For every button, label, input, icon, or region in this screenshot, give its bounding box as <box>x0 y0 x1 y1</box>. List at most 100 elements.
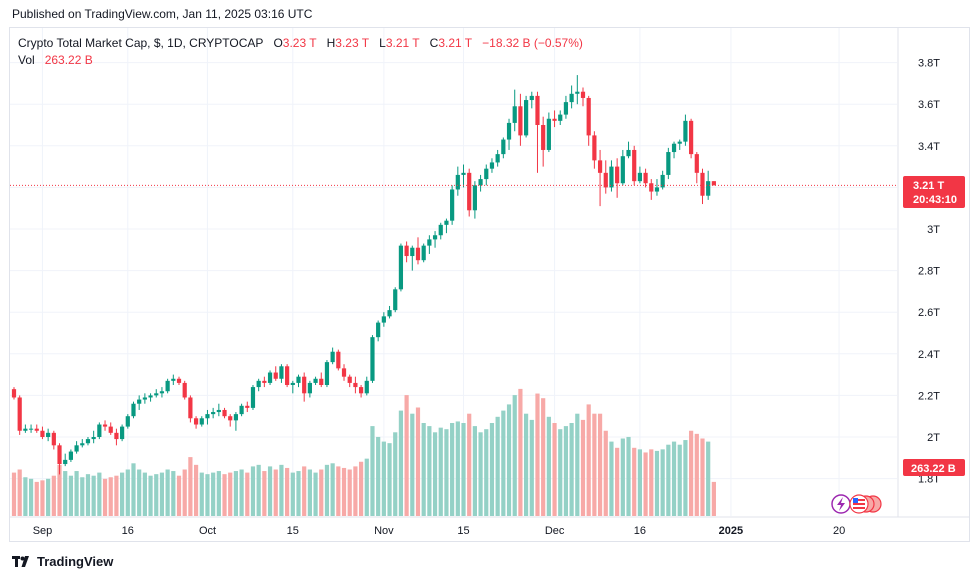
volume-bar <box>381 441 386 516</box>
candle-body <box>28 428 34 430</box>
candle-body <box>23 428 28 431</box>
candle-body <box>654 187 660 192</box>
volume-bar <box>176 475 182 516</box>
candle-body <box>233 414 239 421</box>
volume-bar <box>182 469 187 516</box>
volume-bar <box>296 471 301 516</box>
time-axis[interactable]: Sep 16 Oct 15 Nov 15 Dec 16 2025 20 <box>33 525 846 537</box>
candle-body <box>615 166 620 184</box>
footer-brand[interactable]: TradingView <box>12 554 113 569</box>
volume-label: Vol <box>18 53 35 67</box>
time-tick-label: 15 <box>287 525 299 537</box>
candle-body <box>694 154 699 173</box>
volume-series <box>11 388 716 516</box>
candle-body <box>222 409 227 417</box>
candle-body <box>188 397 193 419</box>
candle-body <box>137 399 142 404</box>
candle-body <box>421 245 426 261</box>
flag-stripe <box>853 503 865 505</box>
legend-volume[interactable]: Vol 263.22 B <box>18 53 93 67</box>
volume-bar <box>63 471 68 516</box>
volume-bar <box>57 464 62 516</box>
volume-bar <box>506 404 512 516</box>
price-tick-label: 1.8T <box>918 474 940 486</box>
candle-body <box>489 162 495 169</box>
time-tick-label: 2025 <box>719 525 743 537</box>
candle-body <box>495 154 500 163</box>
volume-bar <box>319 469 324 516</box>
volume-bar <box>68 475 73 516</box>
candle-body <box>689 120 694 155</box>
candle-body <box>666 152 671 175</box>
candle-body <box>176 378 182 383</box>
volume-bar <box>706 441 711 516</box>
volume-bar <box>205 474 210 516</box>
candle-body <box>427 239 432 246</box>
volume-bar <box>85 474 91 516</box>
volume-bar <box>649 449 654 516</box>
price-tick-label: 3.6T <box>918 99 940 111</box>
volume-bar <box>404 395 409 516</box>
volume-bar <box>216 471 221 516</box>
flag-stripe <box>853 499 865 501</box>
candle-body <box>700 172 705 196</box>
candle-body <box>569 93 574 103</box>
volume-bar <box>489 423 495 516</box>
price-series <box>11 75 716 475</box>
event-markers[interactable] <box>831 494 882 514</box>
candle-body <box>148 395 153 398</box>
volume-bar <box>290 472 295 516</box>
candle-body <box>643 172 648 184</box>
volume-bar <box>313 472 318 516</box>
volume-bar <box>307 469 312 516</box>
candle-body <box>649 183 654 192</box>
candle-body <box>432 235 438 240</box>
legend-ohlc[interactable]: Crypto Total Market Cap, $, 1D, CRYPTOCA… <box>18 36 583 50</box>
candle-body <box>512 106 517 123</box>
candle-body <box>393 289 398 311</box>
volume-bar <box>108 477 113 516</box>
price-tick-label: 2.8T <box>918 266 940 278</box>
candle-body <box>381 316 386 323</box>
candle-body <box>620 156 625 184</box>
volume-bar <box>518 388 523 516</box>
candle-body <box>660 174 665 188</box>
candle-body <box>558 114 563 121</box>
volume-tag-label: 263.22 B <box>911 463 956 475</box>
bar-countdown-label: 20:43:10 <box>913 194 957 206</box>
chart-frame[interactable] <box>9 27 970 542</box>
candle-body <box>597 160 603 173</box>
volume-bar <box>279 464 284 516</box>
candle-body <box>256 380 261 388</box>
candle-body <box>142 397 147 400</box>
volume-bar <box>524 413 529 516</box>
candle-body <box>296 376 301 383</box>
candle-body <box>290 382 295 385</box>
volume-bar <box>438 427 443 516</box>
volume-bar <box>683 440 688 516</box>
volume-bar <box>444 429 449 516</box>
volume-bar <box>472 426 477 516</box>
volume-bar <box>23 477 28 516</box>
volume-bar <box>671 441 677 516</box>
volume-bar <box>74 471 79 516</box>
candle-body <box>120 426 125 440</box>
candle-body <box>313 378 318 383</box>
volume-bar <box>302 466 307 516</box>
volume-bar <box>415 407 421 516</box>
volume-bar <box>273 469 278 516</box>
candle-body <box>529 95 534 101</box>
volume-bar <box>250 466 256 516</box>
high-value: 3.23 T <box>335 36 370 50</box>
volume-bar <box>347 469 352 516</box>
price-tick-label: 2.6T <box>918 307 940 319</box>
candle-body <box>467 172 472 211</box>
volume-bar <box>148 475 153 516</box>
volume-bar <box>262 471 267 516</box>
candle-body <box>267 372 273 383</box>
close-value: 3.21 T <box>438 36 473 50</box>
candle-body <box>302 376 307 394</box>
volume-bar <box>120 472 125 516</box>
price-axis[interactable]: 1.8T 2T 2.2T 2.4T 2.6T 2.8T 3T 3.4T 3.6T 3.8T <box>918 58 940 486</box>
